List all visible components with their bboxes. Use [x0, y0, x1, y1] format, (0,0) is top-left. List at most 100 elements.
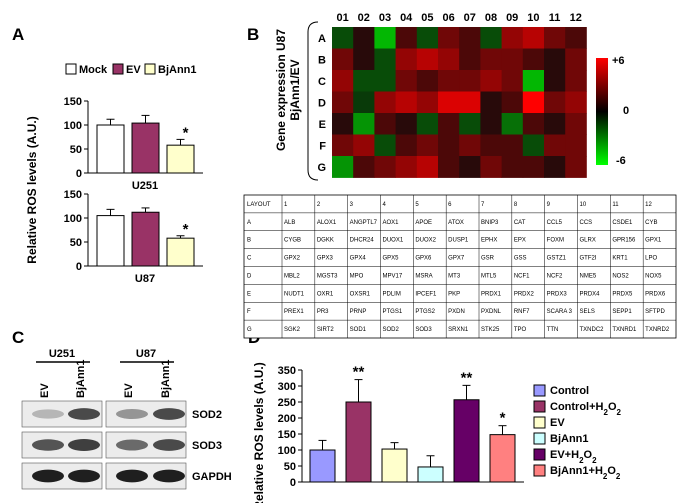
panel-d-legend-label: Control [550, 385, 589, 397]
heatmap-bracket [307, 21, 319, 181]
heatmap-cell [416, 48, 439, 71]
heatmap-cell [332, 113, 354, 135]
layout-table-cell: GPR156 [612, 238, 636, 244]
heatmap-cell [395, 134, 418, 157]
heatmap-cell [438, 113, 460, 135]
layout-table-cell: C [247, 256, 252, 262]
heatmap-cell [522, 27, 545, 49]
heatmap-cell [480, 48, 502, 71]
heatmap-cell [374, 48, 396, 71]
u251-ytick-label: 150 [64, 96, 82, 108]
layout-table-cell: PRDX6 [645, 291, 666, 297]
heatmap-cell [353, 70, 375, 92]
heatmap-cell [459, 27, 481, 49]
u251-title: U251 [132, 180, 158, 192]
heatmap-cell [395, 156, 418, 178]
heatmap-cell [522, 70, 545, 92]
panel-d-ytick-label: 200 [278, 413, 296, 425]
heatmap-cell [459, 70, 481, 92]
blot-band [116, 409, 148, 419]
blot-group-label: U251 [49, 348, 75, 360]
layout-table-cell: ANGPTL7 [350, 220, 378, 226]
heatmap-cell [374, 134, 396, 157]
layout-table-cell: MTL5 [481, 273, 497, 279]
heatmap-row-label: G [317, 162, 326, 174]
layout-table-cell: PKP [448, 291, 460, 297]
heatmap-row-label: C [318, 76, 326, 88]
panel-d-bar [345, 401, 372, 483]
panel-d-significance: * [500, 410, 506, 427]
panel-d-legend-swatch [533, 400, 546, 413]
heatmap-cell [374, 27, 396, 49]
blot-lane-label: BjAnn1 [75, 360, 87, 399]
layout-table-cell: MBL2 [284, 273, 300, 279]
heatmap-cell [416, 91, 439, 114]
heatmap-cell [353, 27, 375, 49]
layout-table-cell: PRDX4 [580, 291, 601, 297]
heatmap-cell [522, 156, 545, 178]
layout-table-cell: IPCEF1 [415, 291, 437, 297]
heatmap-cell [522, 134, 545, 157]
layout-table-cell: ALOX1 [317, 220, 337, 226]
heatmap-cell [459, 48, 481, 71]
panel-d-ylabel: Relative ROS levels (A.U.) [252, 362, 266, 503]
heatmap-ylabel-line2: BjAnn1/EV [288, 59, 302, 120]
heatmap-cell [480, 113, 502, 135]
layout-table-cell: EPHX [481, 238, 497, 244]
layout-table-cell: TXNRD1 [612, 327, 637, 333]
heatmap-cell [438, 91, 460, 114]
layout-table-cell: DUOX1 [383, 238, 404, 244]
heatmap-cell [459, 156, 481, 178]
u87-significance: * [183, 221, 189, 238]
layout-table-header-cell: 1 [284, 202, 288, 208]
layout-table-cell: NCF2 [547, 273, 563, 279]
blot-lane-label: EV [123, 383, 135, 398]
panel-d-bar [417, 466, 444, 483]
heatmap-row-label: D [318, 97, 326, 109]
layout-table-cell: F [247, 309, 251, 315]
heatmap-ylabel-line1: Gene expression U87 [274, 29, 288, 151]
heatmap-cell [522, 48, 545, 71]
heatmap-cell [501, 70, 524, 92]
heatmap-col-label: 01 [336, 12, 348, 24]
heatmap-col-label: 08 [485, 12, 497, 24]
heatmap-cell [544, 91, 566, 114]
layout-table-cell: CYGB [284, 238, 301, 244]
layout-table-header-cell: 9 [547, 202, 551, 208]
colorbar-min-label: -6 [616, 155, 626, 167]
layout-table-cell: GPX1 [645, 238, 662, 244]
heatmap-cell [501, 156, 524, 178]
legend-swatch-bjann1 [144, 63, 156, 75]
heatmap-cell [374, 113, 396, 135]
layout-table-cell: PXDNL [481, 309, 502, 315]
blot-row-label: SOD3 [192, 440, 222, 452]
blot-band [153, 469, 185, 483]
layout-table-cell: GSTZ1 [547, 256, 567, 262]
u251-ytick-label: 100 [64, 120, 82, 132]
heatmap-cell [438, 70, 460, 92]
layout-table-cell: CCL5 [547, 220, 563, 226]
layout-table-cell: PRDX3 [547, 291, 568, 297]
heatmap-cell [353, 113, 375, 135]
layout-table-cell: PREX1 [284, 309, 304, 315]
heatmap-cell [416, 156, 439, 178]
layout-table-cell: ALB [284, 220, 295, 226]
heatmap-cell [332, 70, 354, 92]
u87-ytick-label: 50 [70, 237, 82, 249]
layout-table-cell: GSR [481, 256, 495, 262]
heatmap-cell [353, 156, 375, 178]
blot-band [68, 469, 100, 483]
layout-table-header-cell: 5 [415, 202, 419, 208]
u251-bar-mock [96, 124, 125, 174]
layout-table-cell: SGK2 [284, 327, 301, 333]
heatmap-cell [480, 156, 502, 178]
heatmap-colorbar [596, 58, 608, 165]
u87-ytick-label: 150 [64, 189, 82, 201]
legend-swatch-ev [112, 63, 124, 75]
layout-table-header-cell: 2 [317, 202, 321, 208]
heatmap-cell [480, 27, 502, 49]
heatmap-cell [459, 134, 481, 157]
panel-d-legend-label: EV [550, 417, 565, 429]
layout-table-cell: DUSP1 [448, 238, 469, 244]
